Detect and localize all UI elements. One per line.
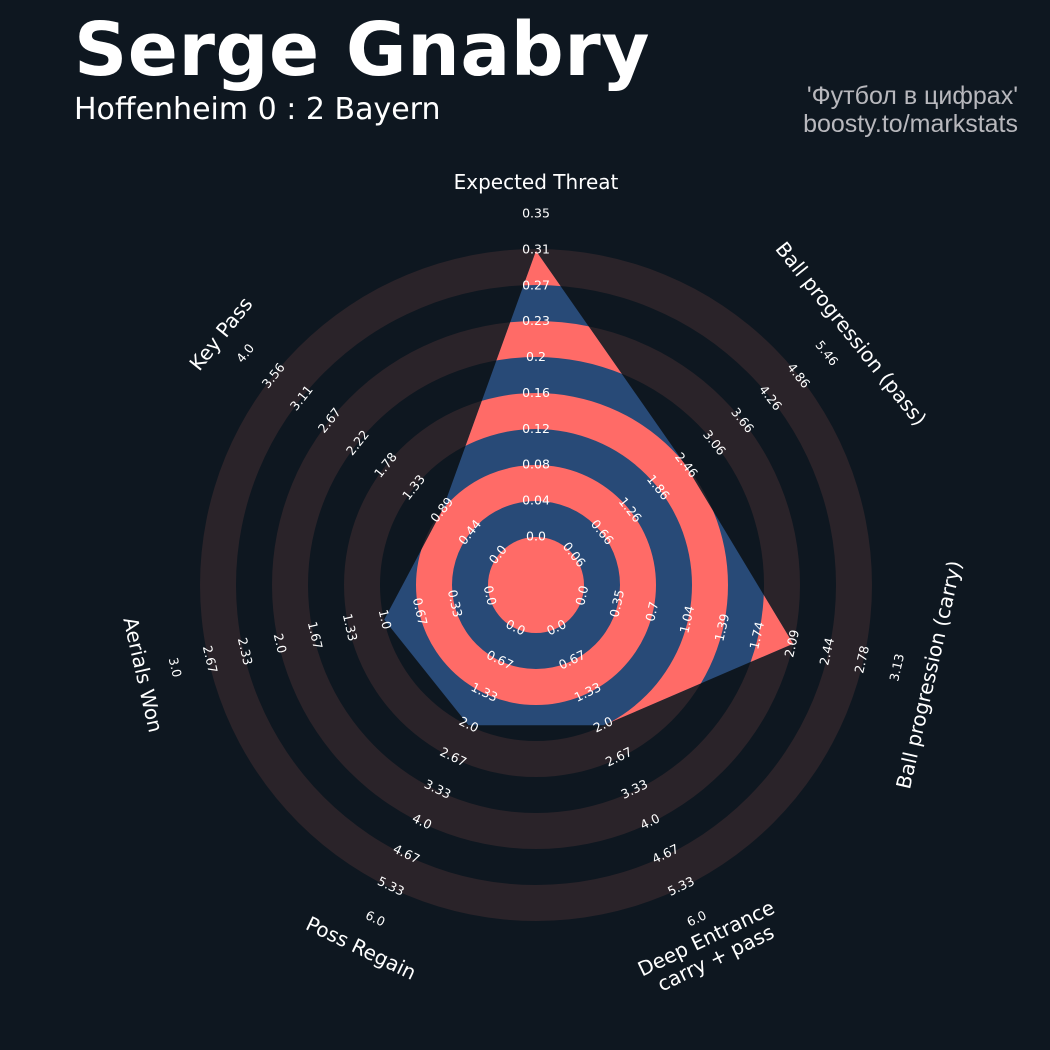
tick-label: 2.0 xyxy=(271,632,290,655)
tick-label: 4.0 xyxy=(233,341,257,366)
tick-label: 1.0 xyxy=(376,608,395,631)
credit-block: 'Футбол в цифрах' boosty.to/markstats xyxy=(803,82,1018,138)
axis-label-line: Aerials Won xyxy=(118,615,168,735)
player-ring-band xyxy=(416,465,656,705)
tick-label: 2.09 xyxy=(781,628,802,659)
tick-label: 0.2 xyxy=(526,349,546,364)
player-polygon-layer xyxy=(384,250,794,726)
tick-label: 0.16 xyxy=(522,385,550,400)
axis-label-1: Expected Threat xyxy=(454,170,619,194)
tick-label: 0.23 xyxy=(522,313,550,328)
tick-label: 0.33 xyxy=(445,588,466,618)
axis-label-6: Aerials Won xyxy=(118,615,168,735)
tick-label: 0.12 xyxy=(522,421,550,436)
tick-label: 1.39 xyxy=(711,612,732,643)
tick-label: 1.04 xyxy=(676,604,697,635)
match-subtitle: Hoffenheim 0 : 2 Bayern xyxy=(74,92,441,127)
axis-label-line: Expected Threat xyxy=(454,170,619,194)
tick-label: 0.67 xyxy=(410,596,431,626)
tick-label: 6.0 xyxy=(363,907,387,929)
axis-label-5: Poss Regain xyxy=(302,911,420,984)
tick-label: 2.78 xyxy=(851,644,872,675)
tick-label: 0.0 xyxy=(481,584,500,607)
tick-label: 0.0 xyxy=(572,584,591,607)
tick-label: 1.67 xyxy=(305,620,326,650)
tick-label: 3.0 xyxy=(166,656,185,679)
tick-label: 1.33 xyxy=(340,612,361,642)
player-ring-band xyxy=(488,537,584,633)
tick-label: 1.74 xyxy=(746,620,767,651)
tick-label: 0.31 xyxy=(522,241,550,256)
tick-label: 3.13 xyxy=(886,652,907,682)
tick-label: 0.35 xyxy=(606,588,627,618)
credit-line-2: boosty.to/markstats xyxy=(803,109,1018,138)
tick-label: 0.35 xyxy=(522,206,550,221)
credit-line-1: 'Футбол в цифрах' xyxy=(806,82,1018,110)
player-name-title: Serge Gnabry xyxy=(74,7,650,93)
axis-label-line: Poss Regain xyxy=(302,911,420,984)
axis-label-4: Deep Entrancecarry + pass xyxy=(634,895,788,1001)
tick-label: 2.33 xyxy=(235,636,256,666)
tick-label: 2.67 xyxy=(200,644,221,674)
tick-label: 0.27 xyxy=(522,277,550,292)
tick-label: 5.46 xyxy=(812,338,841,369)
tick-label: 0.0 xyxy=(526,529,546,544)
tick-label: 2.44 xyxy=(816,636,837,667)
tick-label: 0.7 xyxy=(642,600,661,623)
tick-label: 0.04 xyxy=(522,493,550,508)
tick-label: 0.08 xyxy=(522,457,550,472)
